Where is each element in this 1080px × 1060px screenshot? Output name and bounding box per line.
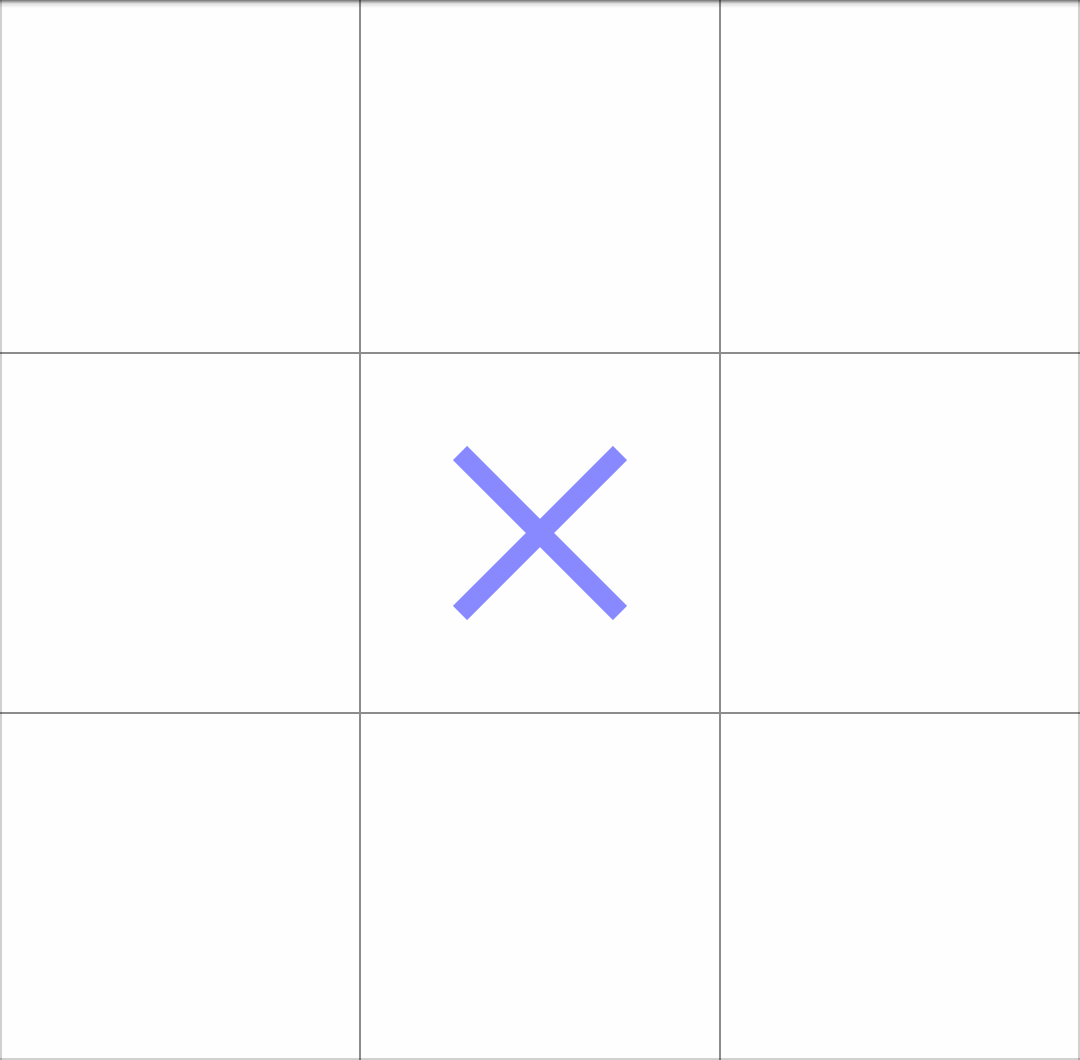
board-cell-5[interactable]: [361, 354, 719, 712]
board-cell-6[interactable]: [721, 354, 1080, 712]
grid-line-horizontal-2: [0, 712, 1080, 714]
grid-line-vertical-2: [719, 0, 721, 1060]
board-cell-1[interactable]: [0, 0, 359, 352]
grid-line-vertical-1: [359, 0, 361, 1060]
grid-line-horizontal-1: [0, 352, 1080, 354]
board-cell-8[interactable]: [361, 714, 719, 1060]
board-cell-4[interactable]: [0, 354, 359, 712]
board-cell-3[interactable]: [721, 0, 1080, 352]
board-cell-2[interactable]: [361, 0, 719, 352]
board-cell-9[interactable]: [721, 714, 1080, 1060]
x-mark-icon: [452, 445, 628, 621]
board-cell-7[interactable]: [0, 714, 359, 1060]
